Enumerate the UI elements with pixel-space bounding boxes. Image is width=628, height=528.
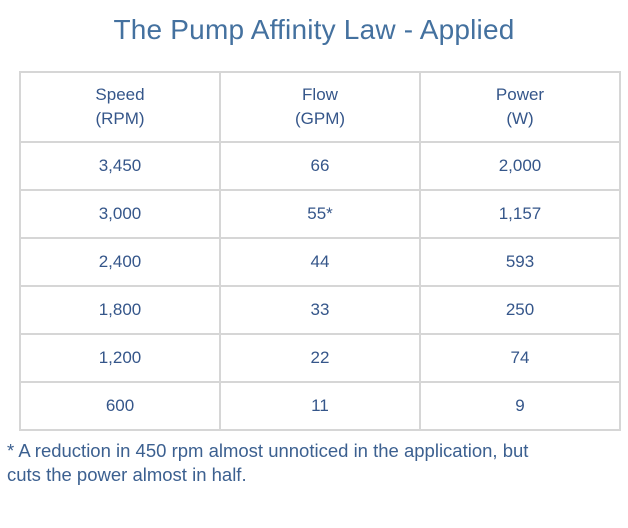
header-row: Speed (RPM) Flow (GPM) Power (W) [19,71,621,143]
table-cell: 66 [219,141,421,191]
header-label: Flow [302,85,338,104]
table-cell: 33 [219,285,421,335]
table-cell: 250 [419,285,621,335]
table-row: 1,800 33 250 [19,285,621,335]
table-cell: 600 [19,381,221,431]
table-row: 3,450 66 2,000 [19,141,621,191]
table-cell: 1,800 [19,285,221,335]
table-cell: 3,450 [19,141,221,191]
table-body: 3,450 66 2,000 3,000 55* 1,157 2,400 44 … [19,141,621,431]
table-row: 3,000 55* 1,157 [19,189,621,239]
table-cell: 74 [419,333,621,383]
table-cell: 1,200 [19,333,221,383]
header-unit: (W) [506,109,534,128]
table-cell: 22 [219,333,421,383]
header-label: Power [495,85,545,104]
table-header: Speed (RPM) Flow (GPM) Power (W) [19,71,621,143]
footnote-line-1: * A reduction in 450 rpm almost unnotice… [7,440,529,461]
header-cell-speed: Speed (RPM) [19,71,221,143]
header-unit: (GPM) [294,109,346,128]
pump-affinity-table: Speed (RPM) Flow (GPM) Power (W) 3,450 6… [19,71,621,431]
header-cell-flow: Flow (GPM) [219,71,421,143]
header-label: Speed [95,85,145,104]
table-cell: 9 [419,381,621,431]
table-cell: 11 [219,381,421,431]
table-row: 2,400 44 593 [19,237,621,287]
table-cell: 1,157 [419,189,621,239]
table-cell: 593 [419,237,621,287]
table-row: 1,200 22 74 [19,333,621,383]
table-row: 600 11 9 [19,381,621,431]
header-cell-power: Power (W) [419,71,621,143]
footnote-line-2: cuts the power almost in half. [7,464,247,485]
header-unit: (RPM) [95,109,145,128]
table-cell: 2,000 [419,141,621,191]
table-cell: 3,000 [19,189,221,239]
table-cell: 55* [219,189,421,239]
footnote: * A reduction in 450 rpm almost unnotice… [7,439,620,487]
table-cell: 2,400 [19,237,221,287]
table-cell: 44 [219,237,421,287]
page-title: The Pump Affinity Law - Applied [113,14,515,45]
